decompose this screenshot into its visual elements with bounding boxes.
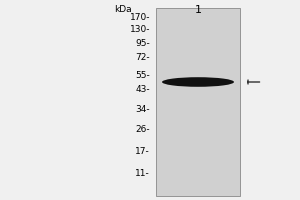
Text: 17-: 17- [135,148,150,156]
Ellipse shape [162,77,234,87]
Text: 34-: 34- [135,105,150,114]
Bar [156,8,240,196]
Text: 55-: 55- [135,71,150,79]
Text: 1: 1 [194,5,202,15]
Text: 95-: 95- [135,38,150,47]
Text: 43-: 43- [135,85,150,94]
Text: 72-: 72- [135,53,150,62]
Text: 26-: 26- [135,124,150,134]
Text: 11-: 11- [135,168,150,178]
Text: 130-: 130- [130,24,150,33]
Text: 170-: 170- [130,14,150,22]
Text: kDa: kDa [114,5,132,14]
